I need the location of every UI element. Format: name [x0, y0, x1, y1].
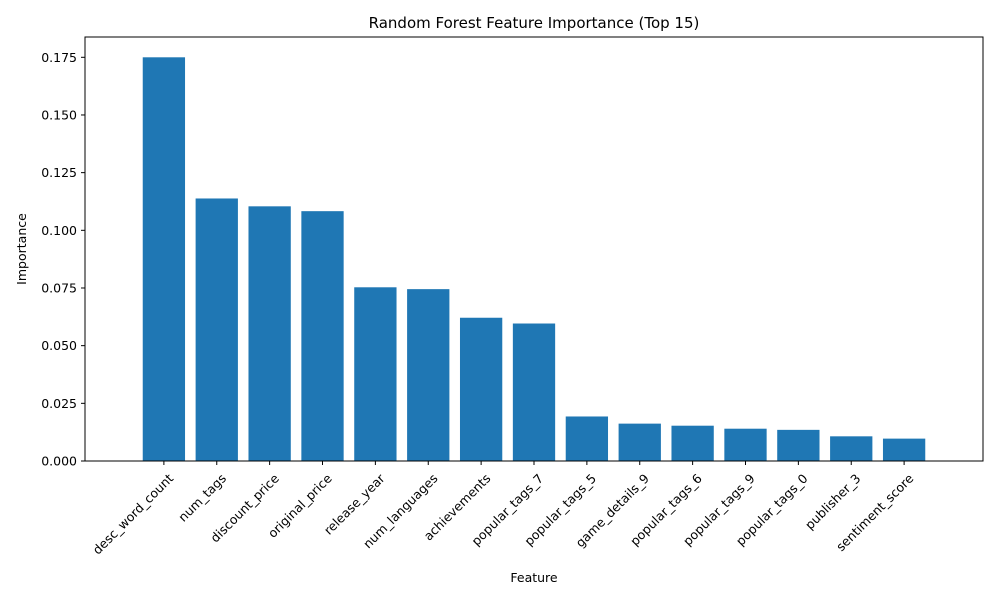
- bar-popular_tags_5: [565, 416, 609, 461]
- bar-num_tags: [195, 198, 238, 462]
- bar-game_details_9: [618, 423, 661, 461]
- y-tick-label: 0.000: [41, 454, 77, 469]
- y-tick-label: 0.125: [41, 165, 77, 180]
- x-axis-label: Feature: [510, 570, 558, 585]
- bar-original_price: [301, 211, 344, 461]
- x-tick-label: desc_word_count: [90, 471, 177, 558]
- plot-frame: [84, 36, 984, 462]
- bar-discount_price: [248, 206, 291, 461]
- bar-release_year: [354, 287, 397, 461]
- x-axis: desc_word_countnum_tagsdiscount_priceori…: [90, 461, 917, 557]
- y-axis: 0.000 0.025 0.050 0.075 0.100 0.125 0.150 0.175: [41, 50, 85, 469]
- y-tick-label: 0.025: [41, 396, 77, 411]
- y-tick-label: 0.100: [41, 223, 77, 238]
- bar-popular_tags_7: [512, 323, 556, 461]
- bar-desc_word_count: [142, 57, 186, 462]
- y-tick-label: 0.050: [41, 338, 77, 353]
- bar-publisher_3: [830, 436, 873, 461]
- bar-popular_tags_0: [777, 429, 820, 461]
- x-tick-label: num_tags: [175, 471, 229, 525]
- bar-num_languages: [407, 289, 450, 461]
- bar-popular_tags_6: [671, 425, 714, 461]
- bar-sentiment_score: [882, 438, 926, 461]
- y-tick-label: 0.175: [41, 50, 77, 65]
- y-tick-label: 0.150: [41, 107, 77, 122]
- y-axis-label: Importance: [14, 213, 29, 285]
- bar-popular_tags_9: [724, 428, 767, 461]
- bars-group: [142, 57, 926, 462]
- bar-achievements: [459, 317, 503, 461]
- y-tick-label: 0.075: [41, 280, 77, 295]
- chart-title: Random Forest Feature Importance (Top 15…: [369, 14, 700, 32]
